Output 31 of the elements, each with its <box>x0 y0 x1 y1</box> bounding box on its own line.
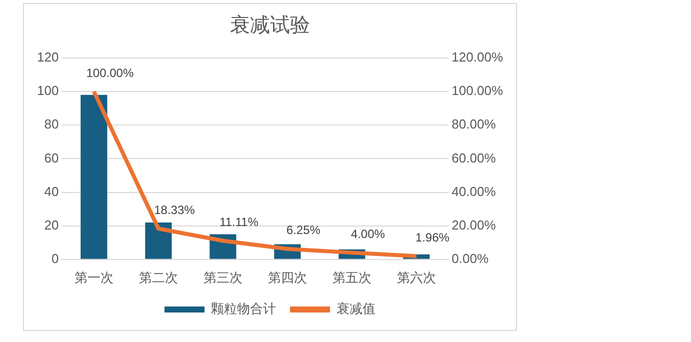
y-tick-label: 20 <box>44 217 59 232</box>
data-label: 1.96% <box>415 230 450 244</box>
y-tick-label: 120 <box>36 50 59 65</box>
data-label: 100.00% <box>86 66 134 80</box>
y2-tick-label: 100.00% <box>452 83 504 98</box>
x-tick-label: 第五次 <box>332 270 372 285</box>
x-tick-label: 第一次 <box>74 270 114 285</box>
y2-tick-label: 120.00% <box>452 50 504 65</box>
y2-tick-label: 40.00% <box>452 184 496 199</box>
x-tick-label: 第四次 <box>268 270 307 285</box>
data-label: 18.33% <box>154 202 196 217</box>
chart-title: 衰减试验 <box>230 14 310 37</box>
legend-label: 颗粒物合计 <box>211 301 276 316</box>
y2-tick-label: 60.00% <box>452 150 496 166</box>
data-label: 4.00% <box>350 227 386 241</box>
data-label: 11.11% <box>219 215 259 230</box>
legend-label: 衰减值 <box>336 301 376 316</box>
x-tick-label: 第二次 <box>138 270 178 285</box>
y2-tick-label: 20.00% <box>452 217 496 232</box>
y-tick-label: 40 <box>44 184 59 199</box>
y-tick-label: 80 <box>44 116 59 132</box>
y-tick-label: 0 <box>51 250 59 266</box>
y2-tick-label: 80.00% <box>452 116 496 132</box>
data-label: 6.25% <box>286 223 321 238</box>
y2-tick-label: 0.00% <box>452 250 489 266</box>
y-tick-label: 60 <box>44 150 59 166</box>
x-tick-label: 第三次 <box>203 270 242 285</box>
bar <box>80 94 108 259</box>
x-tick-label: 第六次 <box>396 270 436 285</box>
y-tick-label: 100 <box>36 83 59 98</box>
bar <box>145 222 172 259</box>
